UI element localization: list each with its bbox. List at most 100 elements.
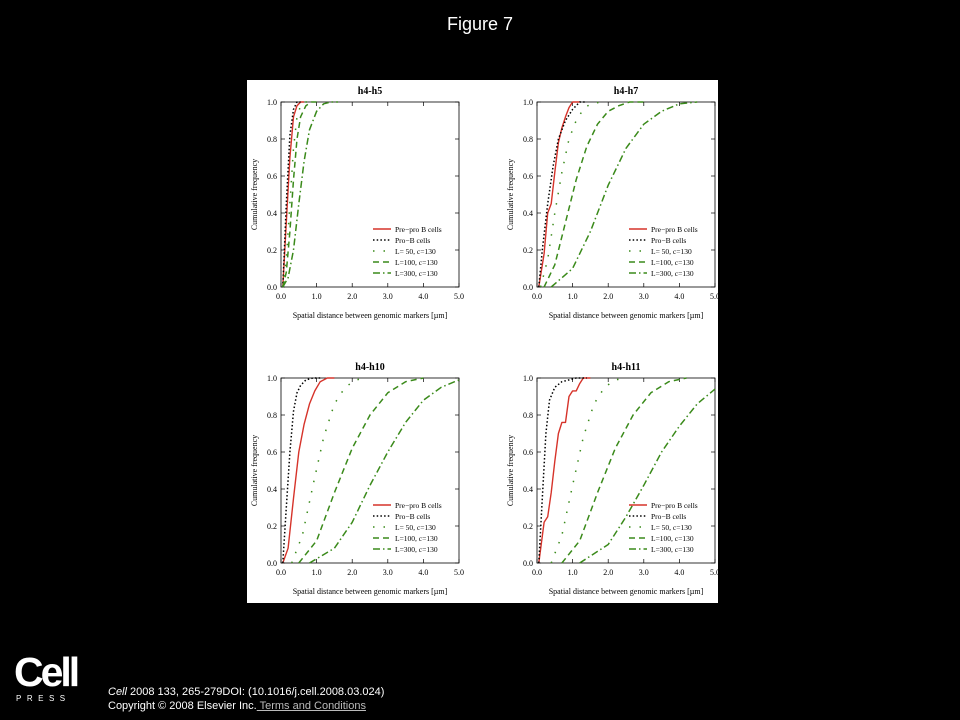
x-tick-label: 2.0	[603, 292, 613, 301]
x-tick-label: 0.0	[532, 292, 542, 301]
logo-word: Cell	[14, 649, 80, 695]
y-tick-label: 0.2	[523, 522, 533, 531]
y-tick-label: 1.0	[267, 374, 277, 383]
plot-frame	[280, 101, 460, 288]
series-line-1	[282, 101, 305, 288]
x-tick-label: 2.0	[347, 568, 357, 577]
y-tick-label: 0.4	[523, 209, 533, 218]
series-line-5	[550, 101, 698, 288]
y-tick-label: 0.8	[267, 135, 277, 144]
y-tick-label: 0.6	[267, 172, 277, 181]
series-line-1	[282, 377, 335, 564]
series-line-5	[282, 101, 338, 288]
series-line-1	[538, 377, 591, 564]
legend-label-3: L= 50, c=130	[395, 523, 436, 532]
chart-title: h4-h11	[612, 362, 641, 373]
x-axis-label: Spatial distance between genomic markers…	[293, 311, 448, 320]
x-tick-label: 3.0	[383, 292, 393, 301]
y-tick-label: 0.8	[267, 411, 277, 420]
x-tick-label: 2.0	[347, 292, 357, 301]
y-tick-label: 0.4	[523, 485, 533, 494]
y-axis-label: Cumulative frequency	[506, 435, 515, 506]
y-tick-label: 0.8	[523, 411, 533, 420]
chart-3: h4-h10 0.0 1.0 2.0 3.0 4.0 5.0 0.0 0.2 0.4 0.6 0.8 1…	[250, 362, 464, 596]
plot-frame	[536, 101, 716, 288]
legend-label-4: L=100, c=130	[651, 534, 694, 543]
legend-label-5: L=300, c=130	[651, 269, 694, 278]
x-tick-label: 1.0	[312, 568, 322, 577]
y-tick-label: 0.4	[267, 209, 277, 218]
x-axis-label: Spatial distance between genomic markers…	[549, 587, 704, 596]
x-tick-label: 4.0	[418, 568, 428, 577]
x-tick-label: 1.0	[312, 292, 322, 301]
chart-title: h4-h5	[358, 86, 382, 97]
y-tick-label: 0.2	[523, 246, 533, 255]
series-line-5	[579, 388, 716, 564]
y-tick-label: 0.6	[523, 172, 533, 181]
plot-frame	[536, 377, 716, 564]
legend-label-1: Pre−pro B cells	[651, 225, 698, 234]
y-axis-label: Cumulative frequency	[250, 435, 259, 506]
chart-4: h4-h11 0.0 1.0 2.0 3.0 4.0 5.0 0.0 0.2 0.4 0.6 0.8 1…	[506, 362, 718, 596]
x-axis-label: Spatial distance between genomic markers…	[293, 587, 448, 596]
series-line-3	[550, 377, 627, 564]
x-tick-label: 3.0	[383, 568, 393, 577]
x-tick-label: 4.0	[674, 568, 684, 577]
series-line-3	[291, 377, 367, 564]
y-tick-label: 1.0	[523, 374, 533, 383]
y-tick-label: 0.0	[523, 283, 533, 292]
terms-and-conditions-link[interactable]: Terms and Conditions	[256, 700, 366, 712]
y-axis-label: Cumulative frequency	[506, 159, 515, 230]
legend-label-3: L= 50, c=130	[651, 523, 692, 532]
x-tick-label: 5.0	[710, 568, 718, 577]
cell-press-logo: Cell PRESS	[14, 650, 80, 704]
plot-frame	[280, 377, 460, 564]
y-tick-label: 1.0	[523, 98, 533, 107]
y-tick-label: 0.0	[267, 283, 277, 292]
y-tick-label: 0.0	[267, 559, 277, 568]
figure-title: Figure 7	[446, 14, 514, 34]
x-axis-label: Spatial distance between genomic markers…	[549, 311, 704, 320]
chart-grid-svg: h4-h5 0.0 1.0 2.0 3.0 4.0 5.0 0.0 0.2 0.4 0.6 0.8 1.…	[250, 86, 718, 596]
x-tick-label: 4.0	[418, 292, 428, 301]
legend-label-4: L=100, c=130	[651, 258, 694, 267]
series-line-4	[298, 377, 424, 564]
legend-label-1: Pre−pro B cells	[651, 501, 698, 510]
citation-line: Cell 2008 133, 265-279DOI: (10.1016/j.ce…	[108, 685, 384, 699]
legend-label-2: Pro−B cells	[395, 512, 430, 521]
y-tick-label: 0.2	[267, 522, 277, 531]
y-tick-label: 0.2	[267, 246, 277, 255]
logo-sub: PRESS	[16, 694, 71, 703]
legend-label-3: L= 50, c=130	[395, 247, 436, 256]
legend-label-5: L=300, c=130	[651, 545, 694, 554]
y-axis-label: Cumulative frequency	[250, 159, 259, 230]
x-tick-label: 5.0	[710, 292, 718, 301]
y-tick-label: 0.8	[523, 135, 533, 144]
copyright-text: Copyright © 2008 Elsevier Inc.	[108, 700, 257, 712]
citation-journal: Cell	[108, 686, 127, 698]
chart-title: h4-h7	[614, 86, 638, 97]
legend-label-2: Pro−B cells	[395, 236, 430, 245]
x-tick-label: 3.0	[639, 292, 649, 301]
x-tick-label: 1.0	[568, 292, 578, 301]
legend-label-5: L=300, c=130	[395, 269, 438, 278]
x-tick-label: 0.0	[276, 292, 286, 301]
citation: Cell 2008 133, 265-279DOI: (10.1016/j.ce…	[108, 685, 384, 713]
y-tick-label: 0.4	[267, 485, 277, 494]
x-tick-label: 2.0	[603, 568, 613, 577]
citation-details: 2008 133, 265-279DOI: (10.1016/j.cell.20…	[126, 686, 385, 698]
x-tick-label: 3.0	[639, 568, 649, 577]
figure-panel: h4-h5 0.0 1.0 2.0 3.0 4.0 5.0 0.0 0.2 0.4 0.6 0.8 1.…	[247, 80, 718, 603]
series-line-2	[538, 101, 587, 288]
chart-1: h4-h5 0.0 1.0 2.0 3.0 4.0 5.0 0.0 0.2 0.4 0.6 0.8 1.…	[250, 86, 464, 320]
x-tick-label: 4.0	[674, 292, 684, 301]
series-line-2	[282, 377, 321, 564]
x-tick-label: 5.0	[454, 292, 464, 301]
legend-label-1: Pre−pro B cells	[395, 501, 442, 510]
x-tick-label: 5.0	[454, 568, 464, 577]
legend-label-2: Pro−B cells	[651, 512, 686, 521]
legend-label-3: L= 50, c=130	[651, 247, 692, 256]
x-tick-label: 0.0	[532, 568, 542, 577]
y-tick-label: 0.0	[523, 559, 533, 568]
chart-2: h4-h7 0.0 1.0 2.0 3.0 4.0 5.0 0.0 0.2 0.4 0.6 0.8 1.…	[506, 86, 718, 320]
